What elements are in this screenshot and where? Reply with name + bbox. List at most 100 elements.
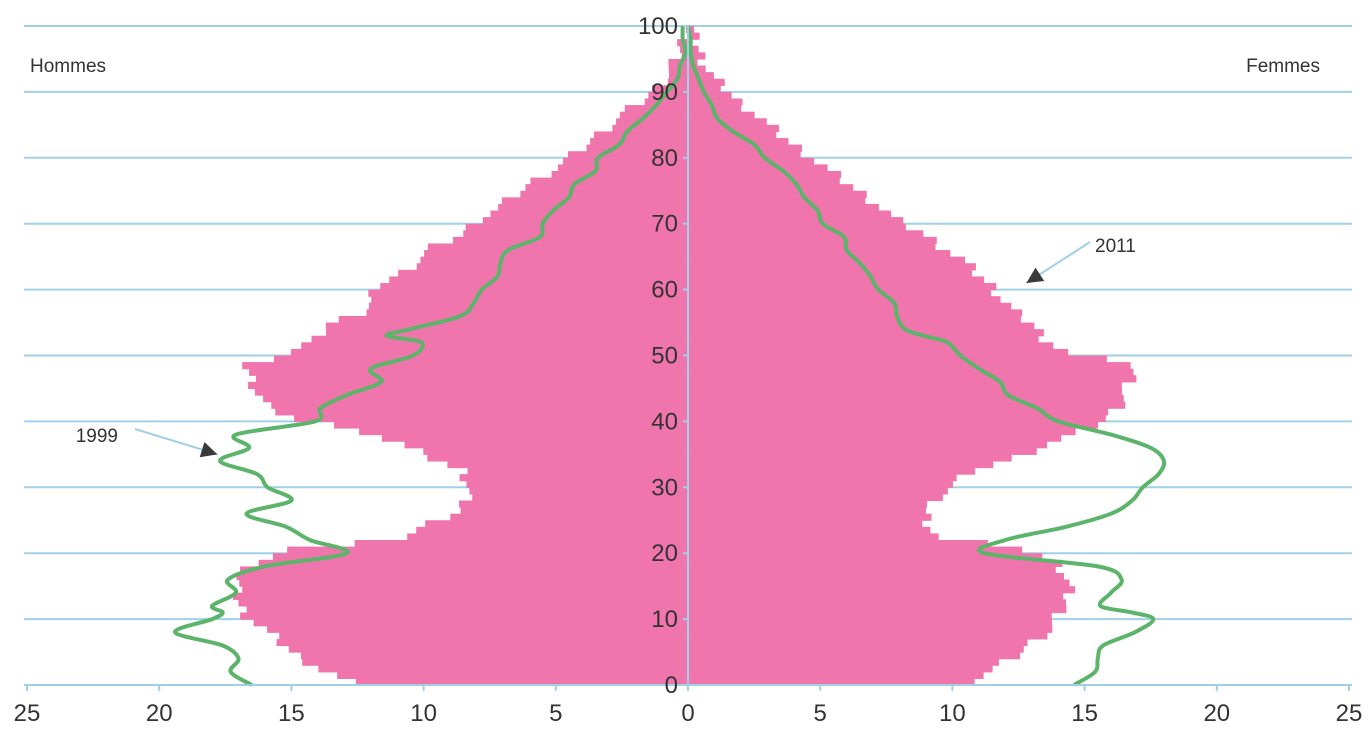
bar-men-age-55 <box>338 315 688 324</box>
bar-women-age-52 <box>688 335 1039 343</box>
line-1999-men <box>173 25 688 687</box>
bar-women-age-8 <box>688 625 1053 633</box>
bar-women-age-96 <box>688 45 699 53</box>
bar-men-age-69 <box>465 223 688 231</box>
bar-women-age-23 <box>688 526 931 535</box>
bar-men-age-20 <box>287 546 688 554</box>
bar-men-age-21 <box>354 540 688 548</box>
x-tick-label-4: 5 <box>549 700 562 727</box>
bar-women-age-73 <box>688 197 866 205</box>
bar-women-age-89 <box>688 91 732 100</box>
bar-women-age-4 <box>688 652 1021 660</box>
bar-men-age-70 <box>482 217 688 225</box>
bar-men-age-15 <box>239 579 688 587</box>
y-tick-label-80: 80 <box>651 145 678 172</box>
bar-men-age-51 <box>301 342 688 350</box>
axes <box>24 25 1352 691</box>
bar-men-age-10 <box>240 612 689 620</box>
bar-women-age-3 <box>688 658 999 666</box>
bar-men-age-45 <box>248 381 689 390</box>
bar-men-age-53 <box>326 329 688 337</box>
annotation-arrow-1999 <box>199 441 218 458</box>
x-tick-label-3: 10 <box>410 700 437 727</box>
bar-men-age-48 <box>242 362 688 370</box>
bar-men-age-31 <box>459 474 688 482</box>
bar-men-age-37 <box>381 434 688 442</box>
bar-women-age-7 <box>688 632 1048 640</box>
x-tick-label-1: 20 <box>146 700 173 727</box>
bar-men-age-29 <box>469 487 688 495</box>
bar-men-age-77 <box>551 170 688 179</box>
bar-men-age-85 <box>616 118 688 126</box>
bar-men-age-47 <box>249 368 688 376</box>
bar-women-age-77 <box>688 170 842 179</box>
bar-men-age-8 <box>267 625 688 633</box>
bar-women-age-59 <box>688 289 992 297</box>
bar-men-age-28 <box>472 493 688 502</box>
bar-women-age-15 <box>688 579 1070 587</box>
bar-women-age-19 <box>688 553 1043 561</box>
bar-women-age-43 <box>688 395 1124 403</box>
bar-women-age-50 <box>688 348 1069 357</box>
bar-men-age-71 <box>490 210 688 218</box>
bar-men-age-49 <box>273 355 688 363</box>
bar-men-age-17 <box>240 566 689 574</box>
x-tick-label-6: 5 <box>814 700 827 727</box>
bar-women-age-26 <box>688 507 926 515</box>
bar-women-age-80 <box>688 151 801 159</box>
bar-men-age-59 <box>368 289 688 297</box>
bar-women-age-58 <box>688 296 1001 304</box>
bar-women-age-61 <box>688 276 985 284</box>
bar-men-age-26 <box>460 507 688 515</box>
bar-men-age-81 <box>586 144 688 152</box>
y-tick-label-50: 50 <box>651 343 678 370</box>
bar-women-age-13 <box>688 592 1064 600</box>
bar-women-age-68 <box>688 230 924 238</box>
bar-men-age-46 <box>255 375 688 383</box>
y-tick-label-10: 10 <box>651 606 678 633</box>
bar-women-age-0 <box>688 678 975 686</box>
bar-men-age-33 <box>447 460 688 469</box>
annotation-label-1999: 1999 <box>76 426 118 447</box>
bar-men-age-35 <box>423 447 688 455</box>
bar-women-age-51 <box>688 342 1054 350</box>
bar-women-age-6 <box>688 638 1028 647</box>
bars-2011 <box>232 26 1137 686</box>
bar-women-age-10 <box>688 612 1052 620</box>
bar-women-age-57 <box>688 302 1012 310</box>
bar-men-age-18 <box>258 559 688 567</box>
x-tick-label-10: 25 <box>1336 700 1363 727</box>
bar-men-age-67 <box>452 236 688 245</box>
bar-men-age-60 <box>380 283 688 291</box>
annotations: 2011 1999 <box>76 236 1136 458</box>
bar-women-age-20 <box>688 546 1023 554</box>
bar-men-age-2 <box>318 665 688 673</box>
bar-men-age-23 <box>416 526 688 535</box>
bar-men-age-0 <box>355 678 688 686</box>
bar-women-age-91 <box>688 78 725 86</box>
bar-women-age-55 <box>688 315 1021 324</box>
bar-women-age-99 <box>688 26 695 34</box>
bar-women-age-69 <box>688 223 906 231</box>
bar-women-age-1 <box>688 671 984 680</box>
bar-women-age-21 <box>688 540 988 548</box>
bar-women-age-53 <box>688 329 1044 337</box>
bar-women-age-39 <box>688 421 1099 429</box>
bar-women-age-48 <box>688 362 1131 370</box>
bar-women-age-49 <box>688 355 1107 363</box>
y-tick-label-60: 60 <box>651 277 678 304</box>
bar-women-age-98 <box>688 32 700 40</box>
bar-women-age-25 <box>688 513 932 521</box>
bar-men-age-52 <box>311 335 688 343</box>
bar-men-age-79 <box>562 157 688 165</box>
bar-men-age-63 <box>416 263 688 271</box>
bar-men-age-56 <box>366 309 688 317</box>
bar-men-age-22 <box>407 533 688 541</box>
bar-women-age-95 <box>688 52 706 60</box>
bar-men-age-87 <box>624 105 688 113</box>
bar-men-age-58 <box>371 296 688 304</box>
bar-men-age-38 <box>359 427 688 436</box>
bar-women-age-14 <box>688 586 1076 594</box>
bar-men-age-91 <box>667 78 688 86</box>
